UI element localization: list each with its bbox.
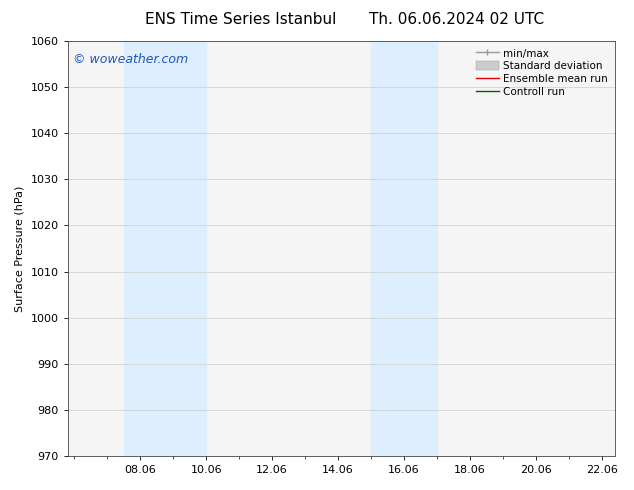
Legend: min/max, Standard deviation, Ensemble mean run, Controll run: min/max, Standard deviation, Ensemble me… [474, 46, 610, 99]
Y-axis label: Surface Pressure (hPa): Surface Pressure (hPa) [15, 185, 25, 312]
Text: Th. 06.06.2024 02 UTC: Th. 06.06.2024 02 UTC [369, 12, 544, 27]
Bar [371, 41, 437, 456]
Text: © woweather.com: © woweather.com [73, 53, 188, 67]
Bar [124, 41, 206, 456]
Text: ENS Time Series Istanbul: ENS Time Series Istanbul [145, 12, 337, 27]
